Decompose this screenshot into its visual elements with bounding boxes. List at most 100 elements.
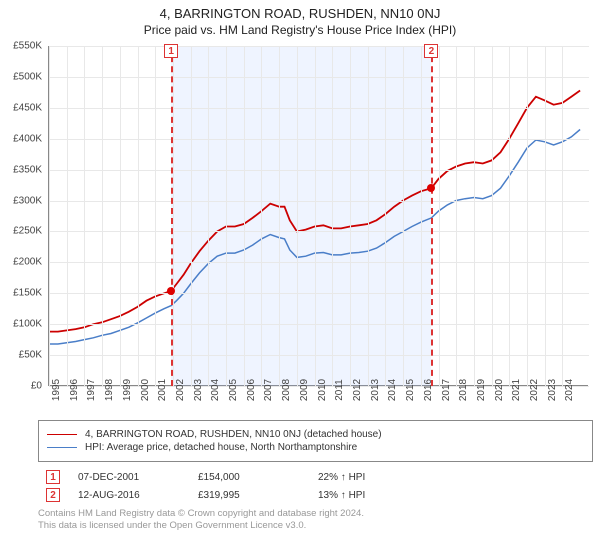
gridline-v bbox=[545, 46, 546, 386]
sale-date: 12-AUG-2016 bbox=[78, 490, 198, 501]
sale-price: £154,000 bbox=[198, 472, 318, 483]
sales-block: 1 07-DEC-2001£154,00022% ↑ HPI 2 12-AUG-201… bbox=[38, 470, 593, 502]
gridline-v bbox=[279, 46, 280, 386]
gridline-v bbox=[385, 46, 386, 386]
ytick-label: £250K bbox=[13, 226, 42, 237]
chart-container: 4, BARRINGTON ROAD, RUSHDEN, NN10 0NJ Pr… bbox=[0, 0, 600, 560]
gridline-v bbox=[421, 46, 422, 386]
xtick-label: 2003 bbox=[193, 379, 204, 401]
gridline-h bbox=[49, 262, 589, 263]
credits-line-2: This data is licensed under the Open Gov… bbox=[38, 520, 593, 532]
gridline-h bbox=[49, 77, 589, 78]
sale-date: 07-DEC-2001 bbox=[78, 472, 198, 483]
gridline-v bbox=[315, 46, 316, 386]
gridline-v bbox=[456, 46, 457, 386]
gridline-h bbox=[49, 293, 589, 294]
xtick-label: 2015 bbox=[405, 379, 416, 401]
ytick-label: £0 bbox=[31, 381, 42, 392]
gridline-h bbox=[49, 170, 589, 171]
marker-box-2: 2 bbox=[424, 44, 438, 58]
xtick-label: 2007 bbox=[263, 379, 274, 401]
xtick-label: 1998 bbox=[104, 379, 115, 401]
xtick-label: 1996 bbox=[69, 379, 80, 401]
ytick-label: £200K bbox=[13, 257, 42, 268]
sale-delta: 13% ↑ HPI bbox=[318, 490, 438, 501]
xtick-label: 1999 bbox=[122, 379, 133, 401]
gridline-v bbox=[297, 46, 298, 386]
marker-dot-1 bbox=[167, 287, 175, 295]
legend-row-property: 4, BARRINGTON ROAD, RUSHDEN, NN10 0NJ (d… bbox=[47, 429, 584, 440]
gridline-v bbox=[403, 46, 404, 386]
footer: 4, BARRINGTON ROAD, RUSHDEN, NN10 0NJ (d… bbox=[38, 420, 593, 533]
ytick-label: £300K bbox=[13, 195, 42, 206]
sale-marker-2: 2 bbox=[46, 488, 60, 502]
gridline-h bbox=[49, 201, 589, 202]
sale-row-1: 1 07-DEC-2001£154,00022% ↑ HPI bbox=[46, 470, 593, 484]
gridline-v bbox=[562, 46, 563, 386]
plot-area: 12 bbox=[48, 46, 588, 386]
xtick-label: 2017 bbox=[441, 379, 452, 401]
ytick-label: £100K bbox=[13, 319, 42, 330]
ytick-label: £450K bbox=[13, 102, 42, 113]
gridline-v bbox=[527, 46, 528, 386]
xtick-label: 2001 bbox=[157, 379, 168, 401]
gridline-h bbox=[49, 324, 589, 325]
ytick-label: £50K bbox=[19, 350, 42, 361]
sale-price: £319,995 bbox=[198, 490, 318, 501]
credits-line-1: Contains HM Land Registry data © Crown c… bbox=[38, 508, 593, 520]
xtick-label: 2024 bbox=[564, 379, 575, 401]
gridline-h bbox=[49, 108, 589, 109]
gridline-h bbox=[49, 231, 589, 232]
xtick-label: 2006 bbox=[246, 379, 257, 401]
gridline-v bbox=[226, 46, 227, 386]
xtick-label: 2010 bbox=[317, 379, 328, 401]
xtick-label: 2013 bbox=[370, 379, 381, 401]
legend-row-hpi: HPI: Average price, detached house, Nort… bbox=[47, 442, 584, 453]
gridline-h bbox=[49, 46, 589, 47]
sale-row-2: 2 12-AUG-2016£319,99513% ↑ HPI bbox=[46, 488, 593, 502]
gridline-v bbox=[120, 46, 121, 386]
xtick-label: 2014 bbox=[387, 379, 398, 401]
xtick-label: 2022 bbox=[529, 379, 540, 401]
gridline-v bbox=[102, 46, 103, 386]
ytick-label: £500K bbox=[13, 71, 42, 82]
gridline-v bbox=[191, 46, 192, 386]
xtick-label: 2020 bbox=[494, 379, 505, 401]
xtick-label: 2002 bbox=[175, 379, 186, 401]
gridline-v bbox=[208, 46, 209, 386]
ytick-label: £400K bbox=[13, 133, 42, 144]
legend: 4, BARRINGTON ROAD, RUSHDEN, NN10 0NJ (d… bbox=[38, 420, 593, 462]
gridline-h bbox=[49, 355, 589, 356]
line-series-svg bbox=[49, 46, 589, 386]
xtick-label: 2011 bbox=[334, 379, 345, 401]
gridline-v bbox=[138, 46, 139, 386]
gridline-v bbox=[439, 46, 440, 386]
ytick-label: £550K bbox=[13, 41, 42, 52]
xtick-label: 2004 bbox=[210, 379, 221, 401]
gridline-v bbox=[474, 46, 475, 386]
sale-delta: 22% ↑ HPI bbox=[318, 472, 438, 483]
xtick-label: 2012 bbox=[352, 379, 363, 401]
xtick-label: 2016 bbox=[423, 379, 434, 401]
legend-label-hpi: HPI: Average price, detached house, Nort… bbox=[85, 442, 357, 453]
credits: Contains HM Land Registry data © Crown c… bbox=[38, 508, 593, 533]
gridline-v bbox=[84, 46, 85, 386]
gridline-v bbox=[509, 46, 510, 386]
gridline-h bbox=[49, 139, 589, 140]
chart-title: 4, BARRINGTON ROAD, RUSHDEN, NN10 0NJ bbox=[0, 6, 600, 21]
gridline-v bbox=[350, 46, 351, 386]
marker-line-1 bbox=[171, 46, 173, 386]
gridline-v bbox=[155, 46, 156, 386]
xtick-label: 2021 bbox=[511, 379, 522, 401]
gridline-v bbox=[261, 46, 262, 386]
xtick-label: 2008 bbox=[281, 379, 292, 401]
sale-marker-1: 1 bbox=[46, 470, 60, 484]
legend-label-property: 4, BARRINGTON ROAD, RUSHDEN, NN10 0NJ (d… bbox=[85, 429, 382, 440]
gridline-v bbox=[492, 46, 493, 386]
gridline-v bbox=[49, 46, 50, 386]
marker-dot-2 bbox=[427, 184, 435, 192]
legend-swatch-property bbox=[47, 434, 77, 435]
gridline-v bbox=[368, 46, 369, 386]
gridline-v bbox=[67, 46, 68, 386]
xtick-label: 2019 bbox=[476, 379, 487, 401]
